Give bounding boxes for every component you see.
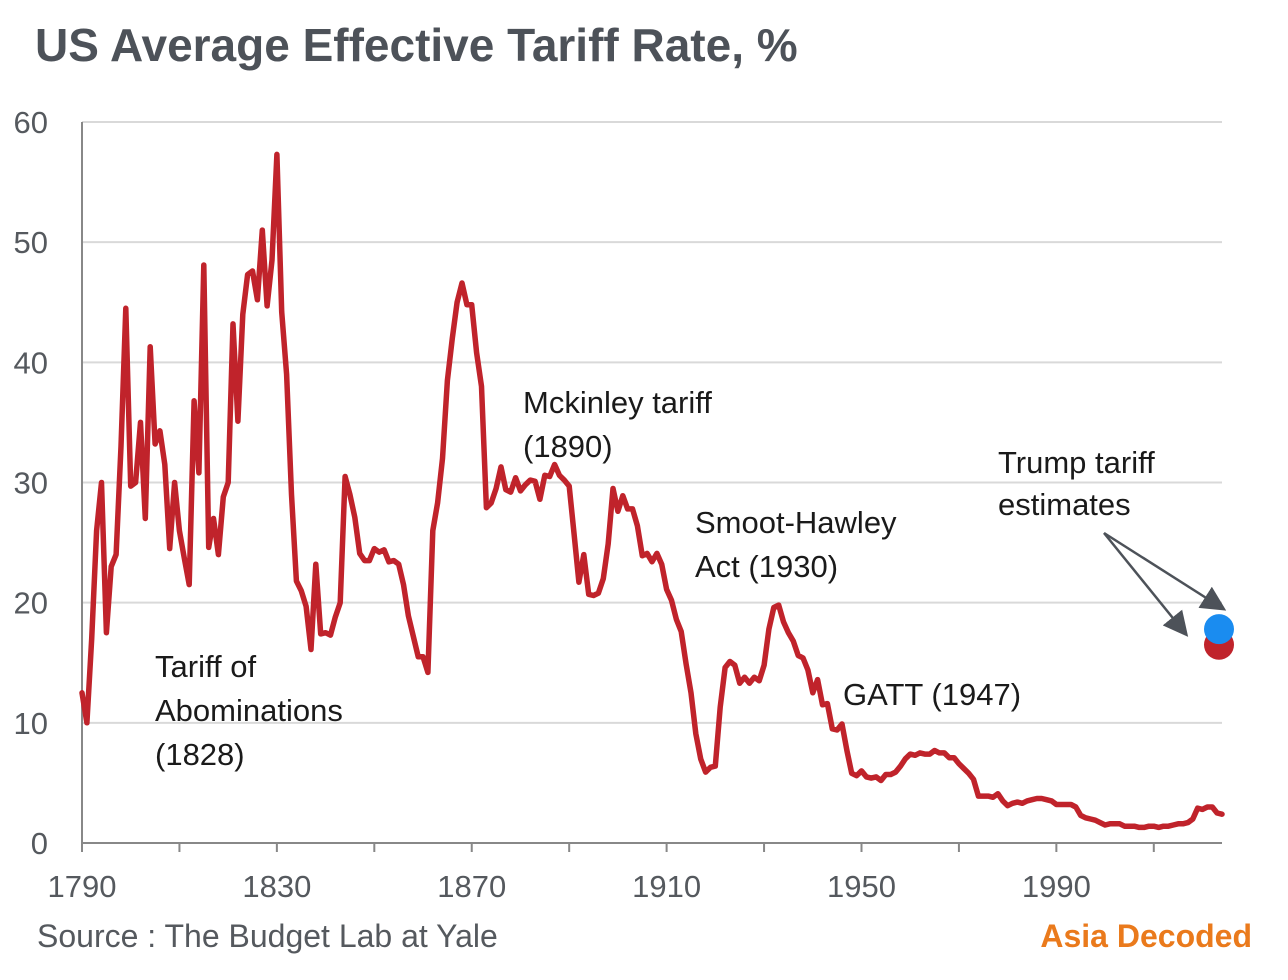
trump-estimates: [1204, 614, 1234, 660]
annotation-gatt: GATT (1947): [843, 677, 1021, 712]
annotation-abominations-line-3: (1828): [155, 737, 245, 772]
y-tick-label: 60: [14, 105, 48, 140]
y-tick-label: 0: [31, 826, 48, 861]
annotation-trump-line-1: Trump tariff: [998, 445, 1155, 480]
annotation-mckinley: Mckinley tariff (1890): [523, 385, 721, 464]
y-tick-label: 10: [14, 706, 48, 741]
series-line-0: [79, 151, 1225, 831]
annotation-trump-line-2: estimates: [998, 487, 1131, 522]
annotation-abominations-line-2: Abominations: [155, 693, 343, 728]
y-tick-label: 30: [14, 466, 48, 501]
estimate-dot-high: [1204, 614, 1234, 645]
x-tick-label: 1790: [48, 869, 117, 904]
chart-title: US Average Effective Tariff Rate, %: [35, 19, 798, 71]
annotation-gatt-line-1: GATT (1947): [843, 677, 1021, 712]
y-tick-label: 20: [14, 586, 48, 621]
annotation-mckinley-line-1: Mckinley tariff: [523, 385, 712, 420]
annotation-smoot-line-1: Smoot-Hawley: [695, 505, 897, 540]
y-tick-label: 50: [14, 225, 48, 260]
trump-arrows: [1103, 531, 1227, 637]
axes: [81, 122, 1222, 852]
source-note: Source : The Budget Lab at Yale: [37, 918, 498, 954]
x-tick-label: 1870: [437, 869, 506, 904]
brand-logo-text: Asia Decoded: [1040, 918, 1252, 954]
annotation-abominations-line-1: Tariff of: [155, 649, 256, 684]
annotation-abominations: Tariff of Abominations (1828): [155, 649, 351, 772]
x-tick-label: 1990: [1022, 869, 1091, 904]
y-tick-label: 40: [14, 345, 48, 380]
gridlines: [82, 121, 1222, 724]
annotations: Tariff of Abominations (1828) Mckinley t…: [155, 385, 1163, 772]
annotation-mckinley-line-2: (1890): [523, 429, 613, 464]
arrow-to-low-estimate: [1103, 532, 1189, 637]
x-tick-label: 1910: [632, 869, 701, 904]
arrow-to-high-estimate: [1103, 531, 1227, 611]
annotation-smoot-line-2: Act (1930): [695, 549, 838, 584]
tick-labels: 0 10 20 30 40 50 60 1790 1830 1870 1910 1950 1990: [14, 105, 1091, 904]
series: [79, 151, 1225, 831]
x-tick-label: 1830: [242, 869, 311, 904]
annotation-smoot-hawley: Smoot-Hawley Act (1930): [695, 505, 905, 584]
annotation-trump: Trump tariff estimates: [998, 445, 1163, 522]
x-tick-label: 1950: [827, 869, 896, 904]
